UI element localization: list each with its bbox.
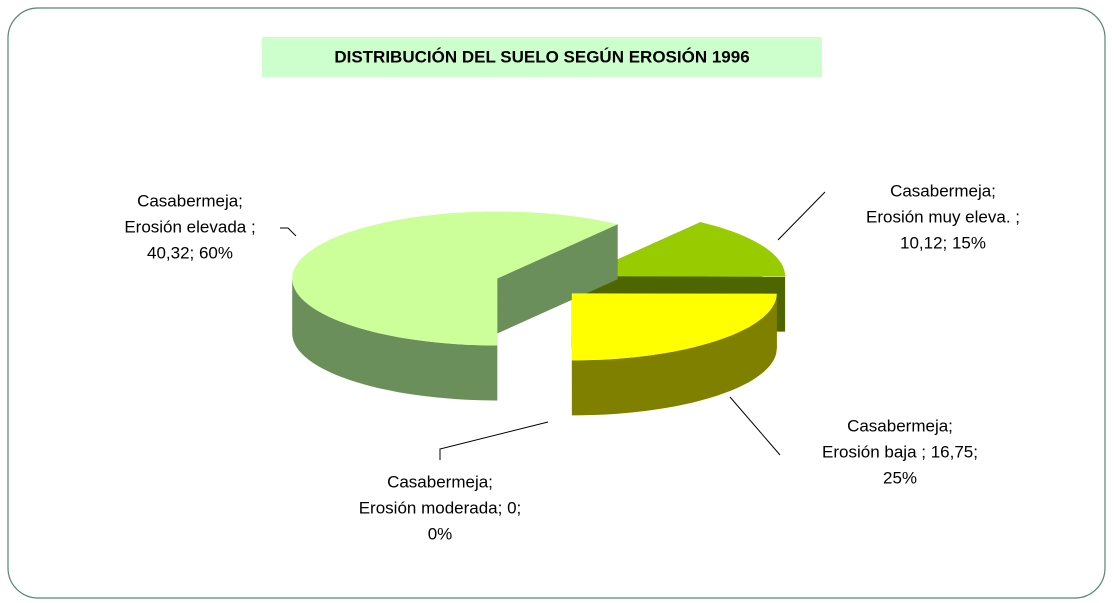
- slice-edge: [497, 224, 618, 334]
- data-label: 10,12; 15%: [900, 233, 986, 252]
- pie: [292, 211, 786, 416]
- data-label: Erosión muy eleva. ;: [866, 207, 1020, 226]
- data-label: Casabermeja;: [137, 191, 243, 210]
- data-label: 25%: [883, 468, 917, 487]
- leader-line: [777, 191, 826, 241]
- leader-line: [439, 421, 549, 460]
- data-label: Erosión baja ; 16,75;: [822, 442, 978, 461]
- slice-top: [580, 222, 786, 277]
- leader-line: [729, 396, 781, 456]
- labels: Casabermeja; Erosión muy eleva. ; 10,12; 1…: [124, 181, 1020, 543]
- slice-side: [292, 278, 498, 401]
- data-label: Casabermeja;: [847, 416, 953, 435]
- data-label: 40,32; 60%: [147, 243, 233, 262]
- data-label: Casabermeja;: [387, 472, 493, 491]
- slice-side: [571, 293, 777, 416]
- data-label: Casabermeja;: [890, 181, 996, 200]
- title-background: [262, 37, 822, 77]
- slice-top: [292, 211, 618, 346]
- data-label: Erosión elevada ;: [124, 217, 255, 236]
- data-label: 0%: [428, 524, 453, 543]
- chart-title: DISTRIBUCIÓN DEL SUELO SEGÚN EROSIÓN 199…: [334, 47, 749, 66]
- data-label: Erosión moderada; 0;: [359, 498, 522, 517]
- leader-line: [280, 227, 297, 237]
- slice-top: [571, 293, 777, 361]
